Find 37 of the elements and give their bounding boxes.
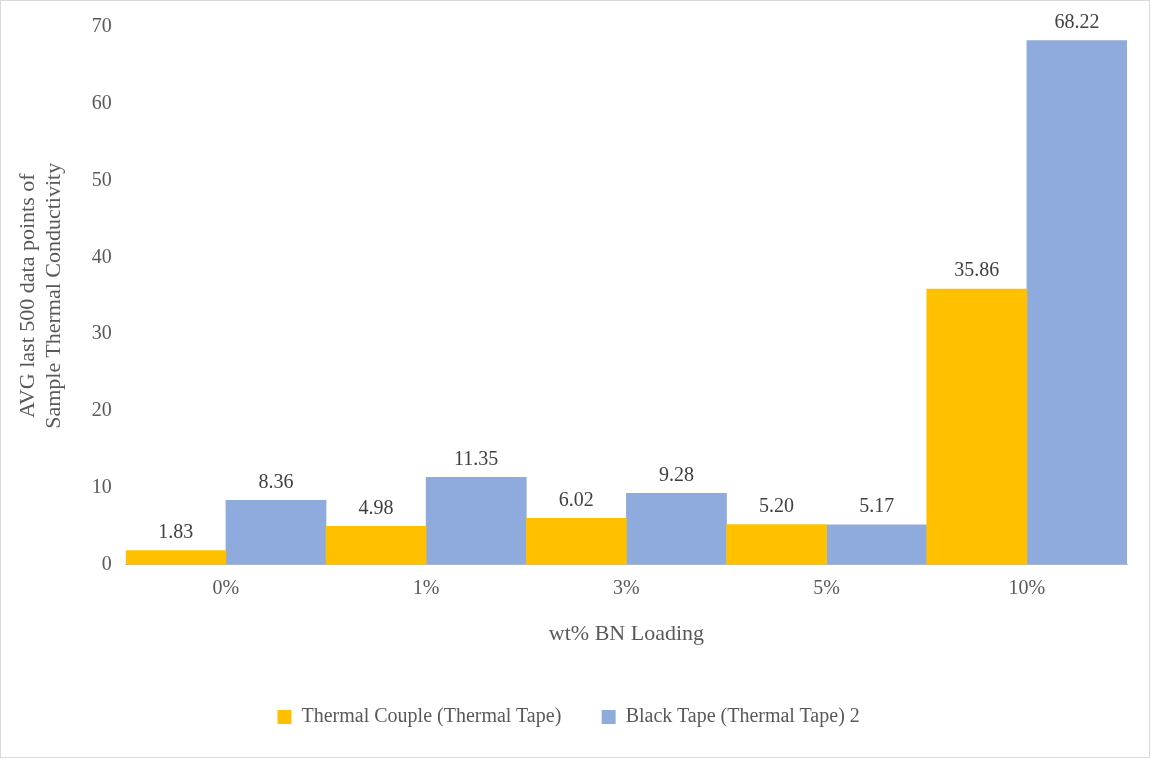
bar	[525, 518, 627, 565]
y-tick-label: 0	[101, 551, 112, 574]
y-tick-label: 70	[91, 14, 112, 37]
y-axis-title: AVG last 500 data points of Sample Thermal Conductivity	[13, 162, 66, 429]
bar	[826, 524, 928, 565]
x-tick-label: 5%	[813, 575, 840, 598]
data-label: 1.83	[158, 519, 194, 542]
data-label: 4.98	[358, 495, 394, 518]
bar	[225, 500, 327, 565]
legend-label: Thermal Couple (Thermal Tape)	[301, 704, 562, 728]
data-label: 9.28	[658, 462, 694, 485]
y-tick-label: 20	[91, 398, 112, 421]
y-tick-label: 40	[91, 244, 112, 267]
y-tick-label: 10	[91, 475, 112, 498]
legend-label: Black Tape (Thermal Tape) 2	[625, 704, 860, 728]
data-label: 11.35	[454, 446, 499, 469]
x-tick-label: 10%	[1008, 575, 1046, 598]
y-tick-label: 30	[91, 321, 112, 344]
x-tick-label: 0%	[212, 575, 240, 598]
bar	[1026, 40, 1127, 565]
data-label: 5.17	[859, 494, 895, 517]
bar	[425, 477, 527, 565]
bar	[726, 524, 827, 565]
x-tick-label: 1%	[412, 575, 440, 598]
x-axis-title: wt% BN Loading	[548, 619, 704, 645]
bar	[926, 288, 1028, 565]
data-label: 68.22	[1054, 9, 1100, 32]
bar	[626, 493, 727, 565]
data-label: 6.02	[558, 487, 594, 510]
data-label: 8.36	[258, 469, 294, 492]
data-label: 35.86	[954, 258, 1000, 281]
bar	[325, 526, 427, 565]
y-tick-label: 50	[91, 167, 112, 190]
data-label: 5.20	[759, 493, 795, 516]
y-tick-label: 60	[91, 91, 112, 114]
x-tick-label: 3%	[613, 575, 640, 598]
bar	[125, 550, 227, 565]
